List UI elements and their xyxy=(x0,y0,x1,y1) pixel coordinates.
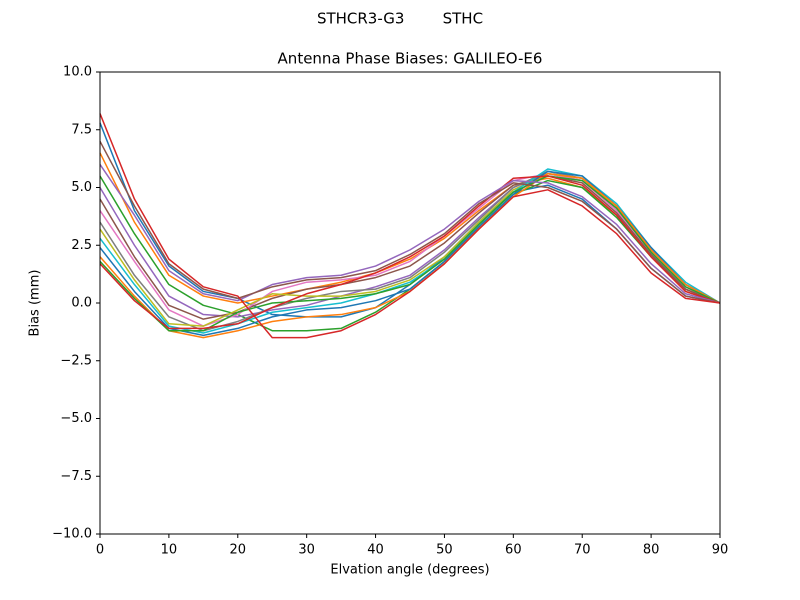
x-tick-label: 10 xyxy=(161,543,178,558)
x-tick-label: 0 xyxy=(96,543,104,558)
series-line xyxy=(99,172,721,339)
series-line xyxy=(99,175,721,332)
y-tick-label: −5.0 xyxy=(60,411,92,426)
y-tick-label: 2.5 xyxy=(71,238,92,253)
series-line xyxy=(99,140,721,304)
x-tick-label: 50 xyxy=(436,543,453,558)
axes-frame xyxy=(99,71,721,535)
series-line xyxy=(99,163,721,304)
suptitle: STHCR3-G3 STHC xyxy=(317,10,483,28)
plot-area xyxy=(99,113,721,339)
series-line xyxy=(99,113,721,339)
chart-title: Antenna Phase Biases: GALILEO-E6 xyxy=(278,50,543,68)
x-tick-label: 40 xyxy=(367,543,384,558)
y-tick-label: −2.5 xyxy=(60,353,92,368)
series-line xyxy=(99,175,721,332)
y-tick-label: −7.5 xyxy=(60,469,92,484)
x-axis-label: Elvation angle (degrees) xyxy=(330,563,489,578)
y-tick-label: 10.0 xyxy=(63,65,92,80)
x-tick-label: 90 xyxy=(712,543,729,558)
y-tick-label: 7.5 xyxy=(71,122,92,137)
x-tick-label: 30 xyxy=(298,543,315,558)
x-tick-label: 60 xyxy=(505,543,522,558)
x-tick-label: 20 xyxy=(230,543,247,558)
series-line xyxy=(99,170,721,337)
series-line xyxy=(99,175,721,320)
series-line xyxy=(99,168,721,334)
y-tick-label: −10.0 xyxy=(52,527,92,542)
series-line xyxy=(99,175,721,330)
series-line xyxy=(99,170,721,332)
y-axis-label: Bias (mm) xyxy=(28,270,43,337)
y-tick-label: 0.0 xyxy=(71,296,92,311)
y-tick-label: 5.0 xyxy=(71,180,92,195)
x-tick-label: 70 xyxy=(574,543,591,558)
x-tick-label: 80 xyxy=(643,543,660,558)
